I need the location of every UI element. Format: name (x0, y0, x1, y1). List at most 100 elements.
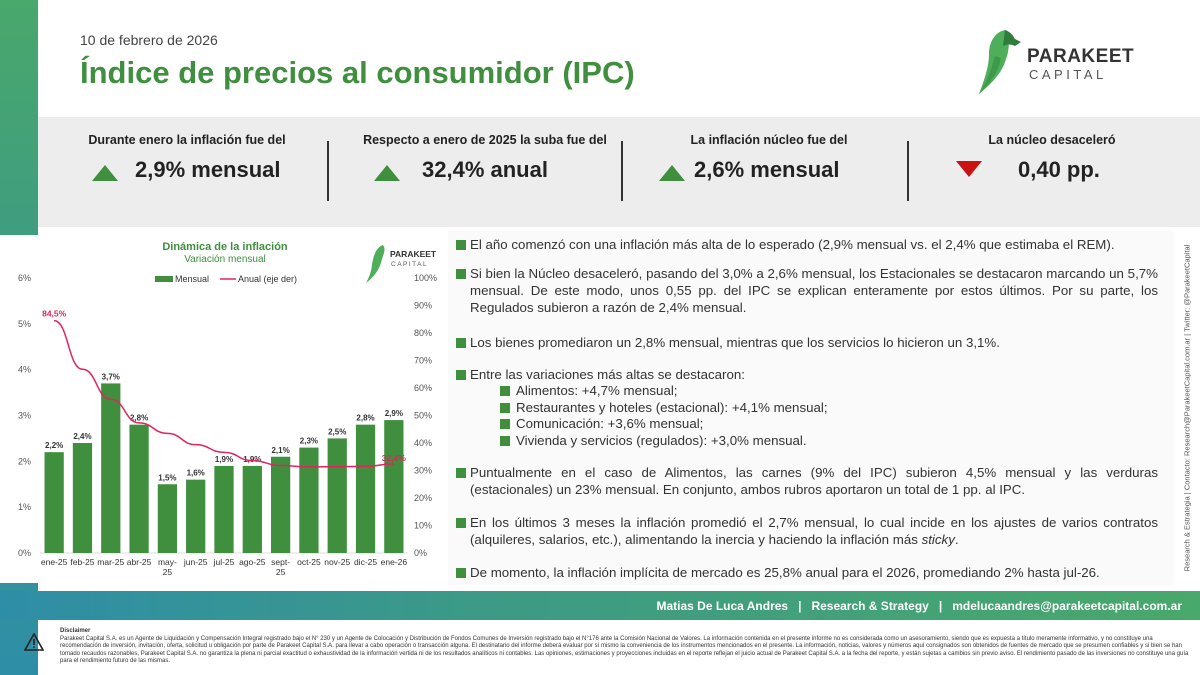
y-left-tick-label: 4% (18, 365, 31, 375)
x-tick-label: feb-25 (70, 557, 94, 567)
bullet-item: Los bienes promediaron un 2,8% mensual, … (456, 334, 1158, 351)
x-tick-label: abr-25 (127, 557, 152, 567)
y-right-tick-label: 20% (414, 493, 432, 503)
kpi-label: Durante enero la inflación fue del (88, 133, 286, 147)
bar-data-label: 1,9% (243, 455, 261, 464)
disclaimer: Disclaimer Parakeet Capital S.A. es un A… (60, 628, 1190, 666)
disclaimer-title: Disclaimer (60, 628, 91, 634)
kpi-divider (907, 141, 909, 201)
legend-label-bar: Mensual (175, 274, 209, 284)
chart-logo-name: PARAKEET (390, 249, 437, 259)
legend-swatch-bar (155, 276, 173, 282)
arrow-up-icon (374, 165, 400, 181)
x-tick-label: may- (158, 557, 177, 567)
line-data-label: 84,5% (42, 309, 67, 319)
bar-data-label: 3,7% (102, 372, 120, 381)
sub-bullet-item: Alimentos: +4,7% mensual; (500, 382, 678, 399)
kpi-label: La inflación núcleo fue del (690, 133, 848, 147)
bar-data-label: 1,9% (215, 455, 233, 464)
chart-subtitle: Variación mensual (184, 254, 266, 265)
chart-logo-sub: CAPITAL (391, 261, 428, 268)
y-right-tick-label: 70% (414, 356, 432, 366)
y-right-tick-label: 40% (414, 438, 432, 448)
kpi-value: 2,9% mensual (135, 157, 281, 182)
arrow-down-icon (956, 161, 982, 177)
y-left-tick-label: 0% (18, 548, 31, 558)
warning-icon (24, 633, 44, 651)
y-right-tick-label: 80% (414, 328, 432, 338)
sub-bullet-item: Vivienda y servicios (regulados): +3,0% … (500, 432, 807, 449)
y-right-tick-label: 30% (414, 466, 432, 476)
kpi-value: 2,6% mensual (694, 157, 840, 182)
y-right-tick-label: 100% (414, 273, 437, 283)
line-data-label: 32,4% (382, 453, 407, 463)
x-tick-label: dic-25 (354, 557, 377, 567)
y-left-tick-label: 5% (18, 319, 31, 329)
bar-data-label: 2,8% (356, 414, 374, 423)
disclaimer-body: Parakeet Capital S.A. es un Agente de Li… (60, 635, 1189, 665)
x-tick-label: jun-25 (183, 557, 208, 567)
bar (186, 479, 206, 553)
y-right-tick-label: 0% (414, 548, 427, 558)
x-tick-label: jul-25 (213, 557, 235, 567)
x-tick-label: nov-25 (324, 557, 350, 567)
bullet-item: Entre las variaciones más altas se desta… (456, 366, 1158, 383)
kpi-annual-inflation: Respecto a enero de 2025 la suba fue del… (344, 117, 626, 227)
bar (270, 456, 291, 553)
commentary-panel: El año comenzó con una inflación más alt… (448, 231, 1174, 585)
bar (214, 465, 234, 553)
y-right-tick-label: 10% (414, 521, 432, 531)
arrow-up-icon (92, 165, 118, 181)
x-tick-label: 25 (276, 567, 286, 577)
y-right-tick-label: 60% (414, 383, 432, 393)
contact-sidebar: Research & Estrategia | Contacto: Resear… (1182, 244, 1192, 572)
logo-subtitle: CAPITAL (1029, 67, 1107, 82)
bar-data-label: 2,2% (45, 441, 63, 450)
x-tick-label: sept- (271, 557, 290, 567)
inflation-chart: Dinámica de la inflación Variación mensu… (0, 235, 446, 583)
bar-data-label: 1,5% (158, 473, 176, 482)
footer-band: Matias De Luca Andres | Research & Strat… (0, 591, 1200, 620)
bar (242, 465, 262, 553)
kpi-label: La núcleo desaceleró (988, 133, 1116, 147)
logo-name: PARAKEET (1027, 46, 1135, 67)
x-tick-label: ene-26 (381, 557, 408, 567)
kpi-divider (327, 141, 329, 201)
bar-data-label: 2,5% (328, 427, 346, 436)
parakeet-logo: PARAKEET CAPITAL (975, 26, 1135, 98)
y-right-tick-label: 50% (414, 411, 432, 421)
chart-title: Dinámica de la inflación (162, 241, 288, 253)
emphasis-sticky: sticky (921, 532, 955, 547)
bar-data-label: 1,6% (187, 469, 205, 478)
report-date: 10 de febrero de 2026 (80, 32, 218, 48)
bar-data-label: 2,3% (300, 437, 318, 446)
bar-data-label: 2,4% (73, 432, 91, 441)
y-left-tick-label: 1% (18, 502, 31, 512)
parakeet-logo-icon (366, 245, 385, 283)
x-tick-label: oct-25 (297, 557, 321, 567)
bar-data-label: 2,1% (271, 446, 289, 455)
bullet-item: Puntualmente en el caso de Alimentos, la… (456, 464, 1158, 498)
y-right-tick-label: 90% (414, 301, 432, 311)
bar-data-label: 2,8% (130, 414, 148, 423)
annual-series-line (53, 319, 394, 468)
kpi-core-inflation: La inflación núcleo fue del 2,6% mensual (644, 117, 894, 227)
bullet-item: De momento, la inflación implícita de me… (456, 564, 1158, 581)
kpi-value: 32,4% anual (422, 157, 548, 182)
parakeet-logo-icon (979, 30, 1021, 94)
legend-label-line: Anual (eje der) (238, 274, 297, 284)
bar (384, 420, 404, 553)
bar (355, 424, 376, 553)
sub-bullet-item: Comunicación: +3,6% mensual; (500, 415, 703, 432)
author-contact: Matias De Luca Andres | Research & Strat… (656, 599, 1182, 613)
x-tick-label: ago-25 (239, 557, 266, 567)
x-tick-label: mar-25 (97, 557, 124, 567)
page-title: Índice de precios al consumidor (IPC) (80, 55, 635, 90)
bar-data-label: 2,9% (385, 409, 403, 418)
bar (327, 438, 347, 553)
x-tick-label: 25 (163, 567, 173, 577)
y-left-tick-label: 2% (18, 456, 31, 466)
kpi-divider (621, 141, 623, 201)
arrow-up-icon (659, 165, 685, 181)
kpi-monthly-inflation: Durante enero la inflación fue del 2,9% … (58, 117, 316, 227)
